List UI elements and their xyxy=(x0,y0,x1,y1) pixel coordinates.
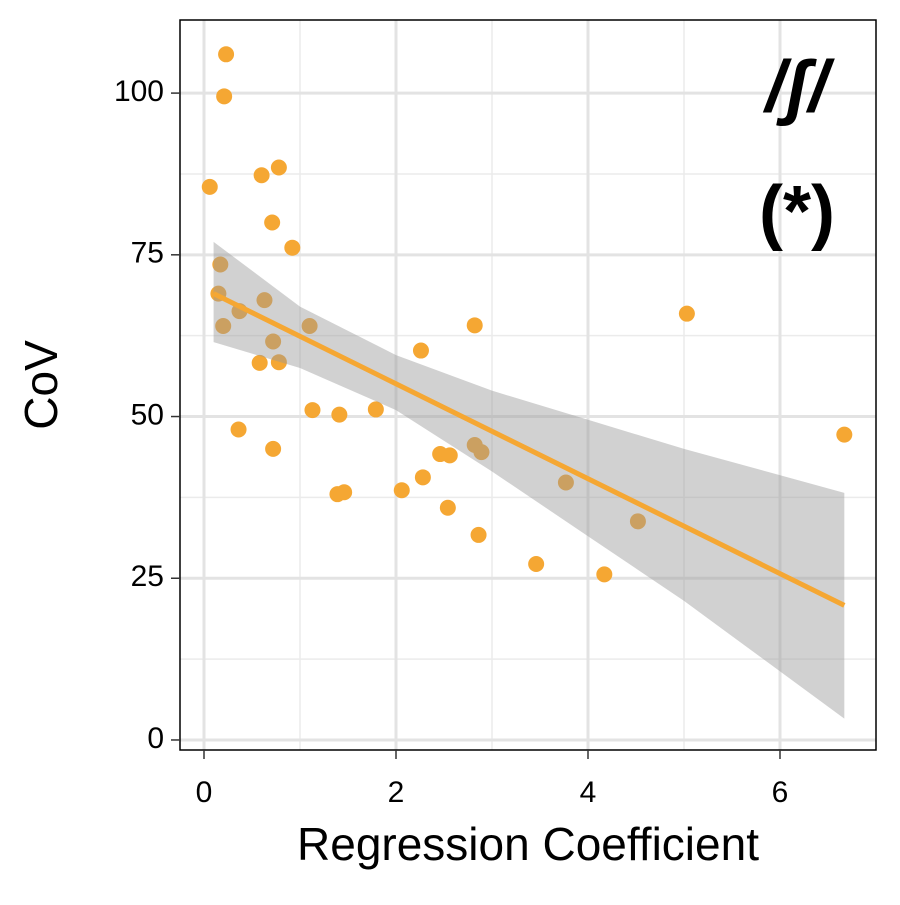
marks xyxy=(201,46,853,719)
point xyxy=(215,317,232,334)
y-tick-label: 75 xyxy=(131,237,164,270)
point xyxy=(678,305,695,322)
point xyxy=(270,354,287,371)
point xyxy=(466,317,483,334)
point xyxy=(253,167,270,184)
annotation: /ʃ/ xyxy=(763,47,836,127)
point xyxy=(336,484,353,501)
y-tick-label: 100 xyxy=(114,75,164,108)
y-tick-label: 50 xyxy=(131,398,164,431)
point xyxy=(212,256,229,273)
y-tick-label: 0 xyxy=(147,722,164,755)
grid xyxy=(180,20,876,750)
point xyxy=(596,566,613,583)
panel-border xyxy=(179,19,877,751)
point xyxy=(331,406,348,423)
x-tick-label: 4 xyxy=(580,776,597,809)
point xyxy=(301,317,318,334)
point xyxy=(412,342,429,359)
point xyxy=(557,474,574,491)
point xyxy=(470,526,487,543)
point xyxy=(265,333,282,350)
point xyxy=(230,421,247,438)
point xyxy=(284,239,301,256)
point xyxy=(393,482,410,499)
point xyxy=(367,401,384,418)
point xyxy=(264,214,281,231)
point xyxy=(270,159,287,176)
point xyxy=(251,354,268,371)
point xyxy=(304,402,321,419)
point xyxy=(441,447,458,464)
point xyxy=(473,444,490,461)
confidence-band xyxy=(213,241,845,719)
annotation: (*) xyxy=(759,172,835,252)
y-axis-title: CoV xyxy=(15,340,67,430)
x-axis-title: Regression Coefficient xyxy=(297,818,759,870)
y-tick-label: 25 xyxy=(131,560,164,593)
point xyxy=(201,178,218,195)
x-tick-label: 6 xyxy=(772,776,789,809)
fit-line xyxy=(212,291,846,608)
point xyxy=(629,513,646,530)
x-tick-label: 0 xyxy=(196,776,213,809)
point xyxy=(256,292,273,309)
point xyxy=(439,499,456,516)
point xyxy=(265,440,282,457)
x-tick-label: 2 xyxy=(388,776,405,809)
point xyxy=(528,556,545,573)
point xyxy=(218,46,235,63)
point xyxy=(836,426,853,443)
point xyxy=(216,88,233,105)
point xyxy=(414,469,431,486)
